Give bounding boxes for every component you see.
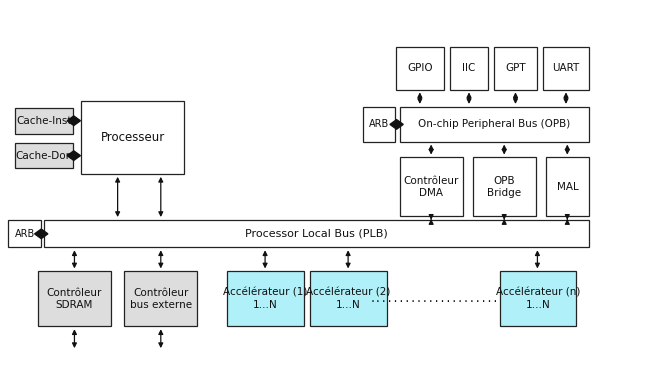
FancyBboxPatch shape xyxy=(494,47,538,90)
Text: Accélérateur (n)
1…N: Accélérateur (n) 1…N xyxy=(496,287,580,310)
Text: IIC: IIC xyxy=(462,63,476,73)
Text: On-chip Peripheral Bus (OPB): On-chip Peripheral Bus (OPB) xyxy=(418,119,571,129)
Text: Contrôleur
DMA: Contrôleur DMA xyxy=(404,176,459,198)
Text: Cache-Inst: Cache-Inst xyxy=(16,116,71,126)
Text: Accélérateur (1)
1…N: Accélérateur (1) 1…N xyxy=(223,287,307,310)
Text: MAL: MAL xyxy=(557,182,578,192)
Text: Processor Local Bus (PLB): Processor Local Bus (PLB) xyxy=(245,229,388,239)
FancyBboxPatch shape xyxy=(544,47,588,90)
FancyBboxPatch shape xyxy=(227,271,303,326)
FancyBboxPatch shape xyxy=(8,220,41,248)
Text: Processeur: Processeur xyxy=(101,131,165,144)
Text: Cache-Don: Cache-Don xyxy=(15,151,73,161)
FancyBboxPatch shape xyxy=(81,101,184,174)
Text: Contrôleur
SDRAM: Contrôleur SDRAM xyxy=(47,287,102,310)
FancyBboxPatch shape xyxy=(15,108,73,134)
FancyBboxPatch shape xyxy=(546,158,589,216)
Text: GPIO: GPIO xyxy=(407,63,433,73)
Text: GPT: GPT xyxy=(506,63,526,73)
Text: UART: UART xyxy=(552,63,580,73)
Text: OPB
Bridge: OPB Bridge xyxy=(488,176,522,198)
FancyBboxPatch shape xyxy=(44,220,588,248)
FancyBboxPatch shape xyxy=(400,107,589,142)
Text: Contrôleur
bus externe: Contrôleur bus externe xyxy=(130,287,192,310)
FancyBboxPatch shape xyxy=(396,47,444,90)
Text: ARB: ARB xyxy=(370,119,390,129)
FancyBboxPatch shape xyxy=(500,271,576,326)
Text: ARB: ARB xyxy=(15,229,35,239)
Text: Accélérateur (2)
1…N: Accélérateur (2) 1…N xyxy=(306,287,391,310)
Polygon shape xyxy=(35,229,48,239)
FancyBboxPatch shape xyxy=(124,271,197,326)
Polygon shape xyxy=(390,120,404,129)
FancyBboxPatch shape xyxy=(400,158,463,216)
FancyBboxPatch shape xyxy=(473,158,536,216)
FancyBboxPatch shape xyxy=(15,143,73,168)
Polygon shape xyxy=(67,116,81,125)
Text: ......................: ...................... xyxy=(369,294,498,304)
FancyBboxPatch shape xyxy=(450,47,488,90)
FancyBboxPatch shape xyxy=(364,107,396,142)
Polygon shape xyxy=(67,151,81,161)
FancyBboxPatch shape xyxy=(310,271,387,326)
FancyBboxPatch shape xyxy=(38,271,111,326)
